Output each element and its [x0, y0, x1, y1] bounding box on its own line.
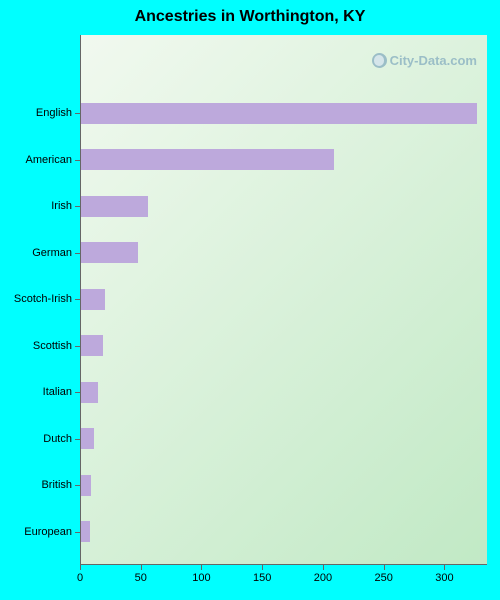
y-tick [75, 392, 80, 393]
x-tick [262, 565, 263, 570]
bar [81, 428, 94, 449]
y-tick [75, 253, 80, 254]
x-tick [323, 565, 324, 570]
y-axis-label: Italian [0, 386, 72, 398]
bar [81, 103, 477, 124]
x-tick [444, 565, 445, 570]
bar [81, 335, 103, 356]
y-axis-label: British [0, 479, 72, 491]
x-axis-label: 0 [77, 572, 83, 584]
x-axis-label: 250 [375, 572, 393, 584]
y-tick [75, 299, 80, 300]
y-axis-label: German [0, 247, 72, 259]
watermark-text: City-Data.com [390, 53, 477, 68]
bar [81, 382, 98, 403]
y-tick [75, 439, 80, 440]
y-tick [75, 346, 80, 347]
y-tick [75, 160, 80, 161]
y-axis-label: European [0, 526, 72, 538]
y-axis-label: American [0, 154, 72, 166]
globe-icon [372, 53, 387, 68]
y-tick [75, 485, 80, 486]
x-axis-label: 100 [192, 572, 210, 584]
watermark: City-Data.com [372, 53, 477, 68]
y-axis-label: Dutch [0, 433, 72, 445]
x-axis-label: 300 [435, 572, 453, 584]
y-tick [75, 206, 80, 207]
y-axis-label: Irish [0, 200, 72, 212]
x-axis-label: 200 [314, 572, 332, 584]
y-tick [75, 113, 80, 114]
plot-area: City-Data.com [80, 35, 487, 565]
y-axis-label: Scottish [0, 340, 72, 352]
bar [81, 521, 90, 542]
x-tick [384, 565, 385, 570]
y-tick [75, 532, 80, 533]
y-axis-label: Scotch-Irish [0, 293, 72, 305]
y-axis-label: English [0, 107, 72, 119]
x-tick [141, 565, 142, 570]
bar [81, 289, 105, 310]
bar [81, 149, 334, 170]
x-axis-label: 150 [253, 572, 271, 584]
chart-title: Ancestries in Worthington, KY [0, 8, 500, 26]
x-axis-label: 50 [135, 572, 147, 584]
chart-container: Ancestries in Worthington, KY City-Data.… [0, 0, 500, 600]
bar [81, 242, 138, 263]
x-tick [201, 565, 202, 570]
bar [81, 196, 148, 217]
x-tick [80, 565, 81, 570]
bar [81, 475, 91, 496]
